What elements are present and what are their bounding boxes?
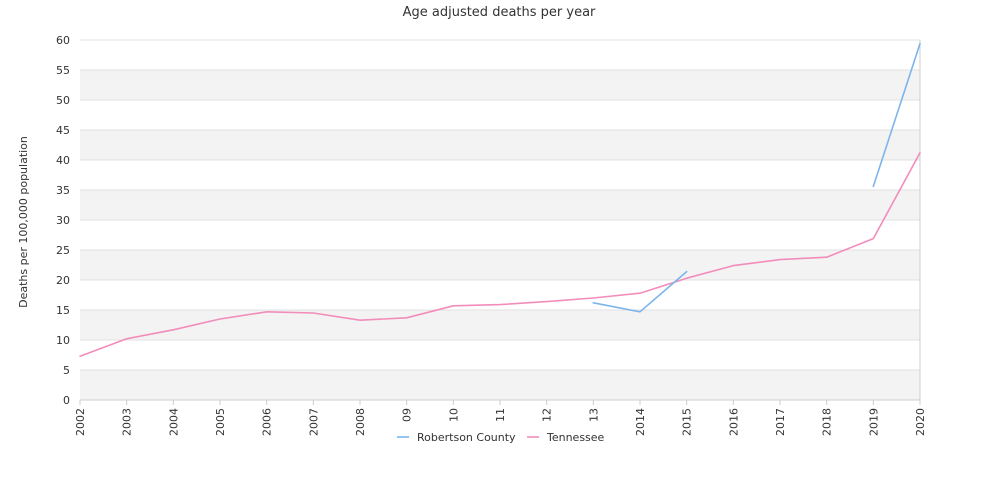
x-tick-label: 2005 (214, 408, 227, 436)
x-tick-label: 2008 (354, 408, 367, 436)
x-axis-ticks: 2002 2003 2004 2005 2006 2007 2008 09 10 11 12 13 20… (74, 400, 927, 436)
x-tick-label: 2014 (634, 408, 647, 436)
legend-item[interactable]: Robertson County (397, 431, 516, 444)
plot-band (80, 370, 920, 400)
y-tick-label: 25 (56, 244, 70, 257)
chart-title: Age adjusted deaths per year (403, 5, 596, 20)
x-tick-label: 11 (494, 408, 507, 422)
x-tick-label: 2004 (167, 408, 180, 436)
y-tick-label: 5 (63, 364, 70, 377)
y-tick-label: 45 (56, 124, 70, 137)
x-tick-label: 10 (447, 408, 460, 422)
x-tick-label: 2016 (727, 408, 740, 436)
x-tick-label: 13 (587, 408, 600, 422)
x-tick-label: 2018 (821, 408, 834, 436)
x-tick-label: 2006 (261, 408, 274, 436)
y-axis-ticks: 0 5 10 15 20 25 30 35 40 45 50 55 60 (56, 34, 70, 407)
y-tick-label: 0 (63, 394, 70, 407)
y-tick-label: 55 (56, 64, 70, 77)
plot-band (80, 130, 920, 160)
x-tick-label: 2019 (867, 408, 880, 436)
legend-label: Tennessee (546, 431, 605, 444)
y-tick-label: 30 (56, 214, 70, 227)
y-tick-label: 10 (56, 334, 70, 347)
y-axis-label: Deaths per 100,000 population (17, 136, 30, 308)
x-tick-label: 2003 (121, 408, 134, 436)
series-lines (79, 42, 921, 357)
x-tick-label: 12 (541, 408, 554, 422)
plot-band (80, 70, 920, 100)
legend: Robertson County Tennessee (397, 431, 605, 444)
plot-band (80, 310, 920, 340)
y-tick-label: 60 (56, 34, 70, 47)
y-tick-label: 40 (56, 154, 70, 167)
y-tick-label: 50 (56, 94, 70, 107)
legend-item[interactable]: Tennessee (527, 431, 605, 444)
x-tick-label: 2002 (74, 408, 87, 436)
plot-band (80, 250, 920, 280)
plot-bands (80, 70, 920, 400)
y-tick-label: 15 (56, 304, 70, 317)
plot-band (80, 190, 920, 220)
x-tick-label: 2015 (681, 408, 694, 436)
x-tick-label: 2017 (774, 408, 787, 436)
y-tick-label: 20 (56, 274, 70, 287)
gridlines (80, 39, 920, 401)
series-line (592, 42, 921, 313)
y-tick-label: 35 (56, 184, 70, 197)
x-tick-label: 2020 (914, 408, 927, 436)
legend-label: Robertson County (417, 431, 516, 444)
series-line (79, 152, 921, 357)
x-tick-label: 2007 (307, 408, 320, 436)
x-tick-label: 09 (401, 408, 414, 422)
